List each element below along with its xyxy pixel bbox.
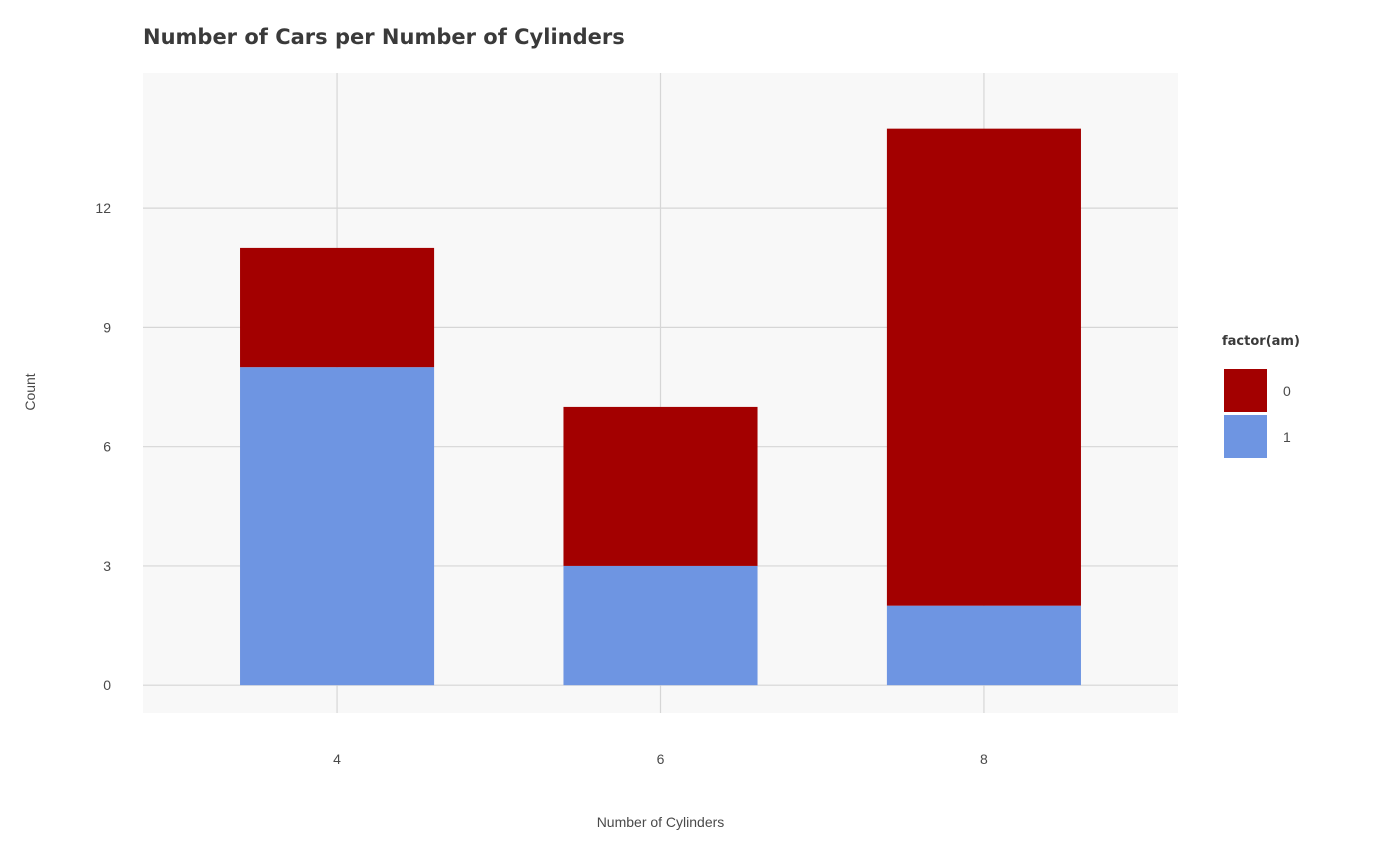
bars [240,128,1081,686]
y-tick-label: 12 [95,200,111,216]
y-tick-label: 0 [103,677,111,693]
bar-segment-4-am-1 [240,367,435,686]
legend-label-1: 1 [1283,429,1291,445]
x-tick-label: 8 [980,751,988,767]
legend-title: factor(am) [1222,334,1300,349]
y-axis-ticks: 0 3 6 9 12 [95,200,111,693]
bar-segment-8-am-0 [886,128,1081,606]
x-axis-ticks: 4 6 8 [333,751,988,767]
x-tick-label: 4 [333,751,341,767]
chart-title: Number of Cars per Number of Cylinders [143,25,625,49]
x-axis-title: Number of Cylinders [597,814,725,830]
y-tick-label: 3 [103,558,111,574]
bar-segment-4-am-0 [240,247,435,368]
y-tick-label: 9 [103,319,111,335]
legend-swatch-1 [1224,415,1267,458]
y-axis-title: Count [22,373,38,410]
bar-segment-6-am-1 [563,565,758,686]
bar-segment-8-am-1 [886,605,1081,686]
legend: factor(am) 01 [1222,334,1300,458]
bar-segment-6-am-0 [563,406,758,566]
legend-label-0: 0 [1283,383,1291,399]
x-tick-label: 6 [657,751,665,767]
legend-swatch-0 [1224,369,1267,412]
legend-entries: 01 [1224,369,1291,458]
y-tick-label: 6 [103,439,111,455]
